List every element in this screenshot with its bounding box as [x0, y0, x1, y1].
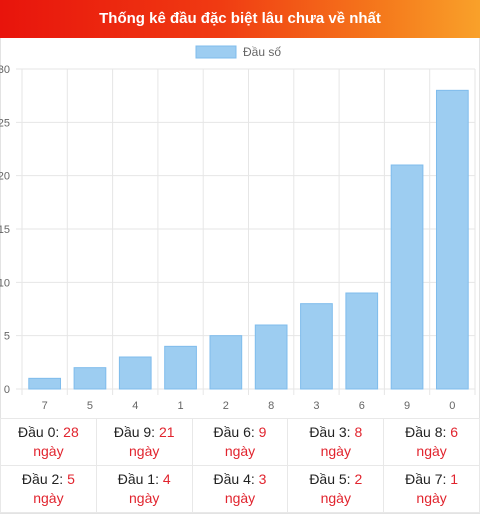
- legend-swatch: [195, 45, 237, 59]
- stat-unit: ngày: [320, 490, 351, 506]
- stat-value: 9: [258, 424, 267, 440]
- stats-row: Đầu 0: 28 ngày Đầu 9: 21 ngày Đầu 6: 9 ngày Đầ…: [0, 418, 480, 466]
- stats-table: Đầu 0: 28 ngày Đầu 9: 21 ngày Đầu 6: 9 ngày Đầ…: [0, 418, 480, 513]
- stat-cell: Đầu 3: 8 ngày: [287, 418, 385, 466]
- bar: [73, 367, 107, 390]
- stat-unit: ngày: [224, 443, 256, 459]
- stat-cell: Đầu 8: 6 ngày: [383, 418, 480, 466]
- stat-label: Đầu 7:: [405, 471, 447, 487]
- bar: [435, 89, 469, 390]
- bar: [164, 345, 197, 390]
- stat-value: 4: [162, 471, 171, 487]
- x-tick-label: 1: [177, 400, 183, 412]
- bar: [209, 335, 243, 390]
- stat-label: Đầu 9:: [113, 424, 156, 440]
- stat-unit: ngày: [416, 443, 447, 459]
- stat-value: 3: [258, 471, 267, 487]
- x-tick-label: 3: [313, 400, 319, 412]
- x-tick-label: 9: [404, 400, 410, 412]
- stat-label: Đầu 6:: [213, 424, 255, 440]
- bar: [254, 324, 288, 390]
- x-tick-label: 2: [223, 400, 229, 412]
- stat-cell: Đầu 9: 21 ngày: [95, 418, 193, 466]
- stat-label: Đầu 5:: [309, 471, 351, 487]
- bar-chart: 0 5 10 15 20 25 30 7 5 4 1 2 8 3 6 9 0 Đầu số: [0, 38, 480, 418]
- bar: [28, 377, 62, 390]
- bar: [345, 292, 379, 390]
- stat-cell: Đầu 6: 9 ngày: [191, 418, 289, 466]
- stat-cell: Đầu 1: 4 ngày: [95, 465, 193, 513]
- stat-label: Đầu 0:: [18, 424, 60, 440]
- x-tick-label: 7: [42, 400, 48, 412]
- stat-unit: ngày: [33, 490, 64, 506]
- stat-label: Đầu 3:: [309, 424, 351, 440]
- page-title: Thống kê đầu đặc biệt lâu chưa về nhất: [0, 0, 480, 38]
- y-tick-label: 15: [0, 224, 10, 236]
- stat-label: Đầu 4:: [213, 471, 255, 487]
- y-tick-label: 20: [0, 171, 10, 183]
- bar: [390, 164, 424, 390]
- stat-unit: ngày: [129, 443, 160, 459]
- y-tick-label: 5: [4, 331, 10, 343]
- stat-value: 5: [67, 471, 75, 487]
- stat-unit: ngày: [320, 443, 351, 459]
- y-tick-label: 10: [0, 277, 10, 289]
- stat-cell: Đầu 5: 2 ngày: [287, 465, 385, 513]
- bar: [118, 356, 152, 390]
- stat-cell: Đầu 2: 5 ngày: [0, 465, 97, 513]
- x-tick-label: 4: [132, 400, 138, 412]
- stat-unit: ngày: [129, 490, 160, 506]
- x-tick-label: 5: [87, 400, 93, 412]
- y-tick-label: 0: [4, 384, 10, 396]
- stat-unit: ngày: [33, 443, 64, 459]
- stat-value: 1: [450, 471, 459, 487]
- x-tick-label: 6: [359, 400, 365, 412]
- stat-value: 6: [450, 424, 459, 440]
- stat-value: 8: [354, 424, 363, 440]
- y-tick-label: 30: [0, 64, 10, 76]
- stat-label: Đầu 1:: [117, 471, 159, 487]
- stat-label: Đầu 8:: [405, 424, 447, 440]
- stat-cell: Đầu 0: 28 ngày: [0, 418, 97, 466]
- stats-row: Đầu 2: 5 ngày Đầu 1: 4 ngày Đầu 4: 3 ngày Đầu …: [0, 465, 480, 513]
- stat-value: 2: [354, 471, 363, 487]
- stat-cell: Đầu 7: 1 ngày: [383, 465, 480, 513]
- x-tick-label: 0: [449, 400, 455, 412]
- stat-unit: ngày: [416, 490, 447, 506]
- chart-canvas: 0 5 10 15 20 25 30 7 5 4 1 2 8 3 6 9 0 Đầu số: [0, 45, 476, 412]
- stat-cell: Đầu 4: 3 ngày: [191, 465, 289, 513]
- legend-label: Đầu số: [243, 45, 281, 59]
- stat-label: Đầu 2:: [21, 471, 64, 487]
- stat-unit: ngày: [224, 490, 256, 506]
- stat-value: 28: [63, 424, 79, 440]
- stat-value: 21: [158, 424, 175, 440]
- bar: [300, 303, 333, 390]
- y-tick-label: 25: [0, 117, 10, 129]
- x-tick-label: 8: [268, 400, 274, 412]
